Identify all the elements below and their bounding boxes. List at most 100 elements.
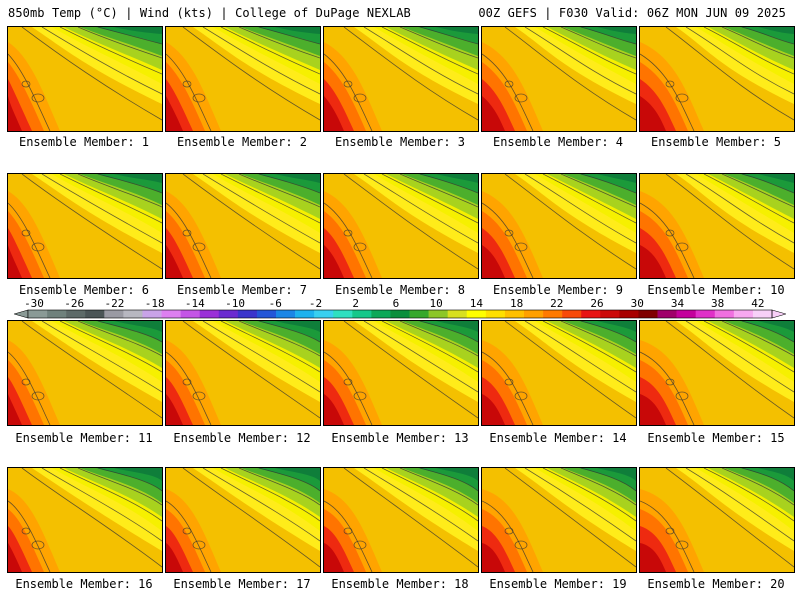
ensemble-member-label: Ensemble Member: 14 (489, 431, 627, 445)
colorbar-tick-label: 30 (631, 297, 644, 310)
colorbar-swatch (218, 310, 239, 318)
temperature-field-map (166, 27, 320, 131)
colorbar-tick-label: -10 (225, 297, 245, 310)
ensemble-member-map (323, 26, 479, 132)
ensemble-member-label: Ensemble Member: 16 (15, 577, 153, 591)
colorbar-swatch (485, 310, 506, 318)
ensemble-member-label: Ensemble Member: 17 (173, 577, 311, 591)
ensemble-member-map (165, 173, 321, 279)
temperature-field-map (324, 27, 478, 131)
ensemble-member-map (481, 26, 637, 132)
ensemble-member-map (639, 467, 795, 573)
colorbar-swatch (657, 310, 677, 318)
ensemble-member-label: Ensemble Member: 5 (650, 135, 782, 149)
colorbar-swatch (237, 310, 258, 318)
colorbar-swatch (199, 310, 220, 318)
colorbar-swatch (695, 310, 716, 318)
colorbar-swatch (104, 310, 124, 318)
colorbar-swatch (562, 310, 582, 318)
colorbar-swatch (180, 310, 200, 318)
ensemble-member-label: Ensemble Member: 7 (176, 283, 308, 297)
colorbar-swatch (47, 310, 67, 318)
colorbar-swatch (752, 310, 773, 318)
temperature-field-map (482, 468, 636, 572)
colorbar-left-arrow (14, 309, 29, 319)
temperature-field-map (166, 174, 320, 278)
ensemble-member-map (7, 467, 163, 573)
colorbar-swatch (733, 310, 754, 318)
temperature-colorbar: -30 -26 -22 -18 -14 -10 -6 -2 2 6 10 14 18 22 26 30 34 38… (14, 297, 786, 319)
ensemble-member-map (481, 467, 637, 573)
ensemble-member-map (639, 173, 795, 279)
colorbar-tick-label: 14 (470, 297, 484, 310)
colorbar-tick-label: 26 (590, 297, 603, 310)
colorbar-swatch (504, 310, 525, 318)
colorbar-tick-label: 6 (393, 297, 400, 310)
colorbar-tick-label: -30 (24, 297, 44, 310)
colorbar-swatch (28, 310, 48, 318)
ensemble-member-map (323, 467, 479, 573)
ensemble-member-map (481, 173, 637, 279)
colorbar-swatch (295, 310, 315, 318)
temperature-field-map (324, 174, 478, 278)
ensemble-member-map (323, 173, 479, 279)
colorbar-tick-label: 38 (711, 297, 724, 310)
colorbar-swatch (581, 310, 601, 318)
temperature-field-map (166, 468, 320, 572)
ensemble-member-label: Ensemble Member: 20 (647, 577, 785, 591)
colorbar-swatch (371, 310, 391, 318)
colorbar-swatch (161, 310, 181, 318)
colorbar-tick-label: -14 (185, 297, 205, 310)
temperature-field-map (8, 468, 162, 572)
temperature-field-map (482, 174, 636, 278)
colorbar-tick-label: 2 (352, 297, 359, 310)
ensemble-member-label: Ensemble Member: 1 (18, 135, 150, 149)
colorbar-swatch (409, 310, 429, 318)
ensemble-member-label: Ensemble Member: 10 (647, 283, 785, 297)
map-title: 850mb Temp (°C) | Wind (kts) | College o… (8, 6, 411, 20)
ensemble-member-label: Ensemble Member: 9 (492, 283, 624, 297)
colorbar-swatch (619, 310, 639, 318)
temperature-field-map (640, 27, 794, 131)
colorbar-swatch (85, 310, 105, 318)
ensemble-member-map (7, 173, 163, 279)
colorbar-tick-label: 34 (671, 297, 685, 310)
colorbar-swatch (600, 310, 620, 318)
temperature-field-map (8, 174, 162, 278)
ensemble-member-map (165, 26, 321, 132)
colorbar-swatch (676, 310, 696, 318)
colorbar-swatch (256, 310, 277, 318)
colorbar-tick-label: -2 (309, 297, 322, 310)
colorbar-swatch (638, 310, 658, 318)
colorbar-swatch (142, 310, 162, 318)
colorbar-tick-label: 18 (510, 297, 523, 310)
ensemble-member-label: Ensemble Member: 11 (15, 431, 153, 445)
ensemble-member-label: Ensemble Member: 2 (176, 135, 308, 149)
model-run-info: 00Z GEFS | F030 Valid: 06Z MON JUN 09 20… (478, 6, 786, 20)
ensemble-member-label: Ensemble Member: 15 (647, 431, 785, 445)
ensemble-member-label: Ensemble Member: 4 (492, 135, 624, 149)
ensemble-member-label: Ensemble Member: 6 (18, 283, 150, 297)
ensemble-member-label: Ensemble Member: 18 (331, 577, 469, 591)
ensemble-member-map (481, 320, 637, 426)
ensemble-member-map (7, 26, 163, 132)
colorbar-swatch (314, 310, 334, 318)
temperature-field-map (324, 468, 478, 572)
colorbar-swatch (466, 310, 487, 318)
ensemble-member-map (639, 320, 795, 426)
ensemble-member-map (639, 26, 795, 132)
colorbar-tick-label: -26 (64, 297, 84, 310)
ensemble-member-label: Ensemble Member: 12 (173, 431, 311, 445)
temperature-field-map (8, 321, 162, 425)
temperature-field-map (166, 321, 320, 425)
ensemble-member-label: Ensemble Member: 13 (331, 431, 469, 445)
colorbar-swatch (543, 310, 563, 318)
ensemble-member-label: Ensemble Member: 19 (489, 577, 627, 591)
colorbar-tick-label: -22 (104, 297, 124, 310)
colorbar-swatch (123, 310, 143, 318)
colorbar-right-arrow (771, 309, 786, 319)
colorbar-tick-label: 10 (430, 297, 443, 310)
colorbar-swatch (333, 310, 353, 318)
colorbar-swatch (447, 310, 468, 318)
colorbar-tick-label: -18 (145, 297, 165, 310)
